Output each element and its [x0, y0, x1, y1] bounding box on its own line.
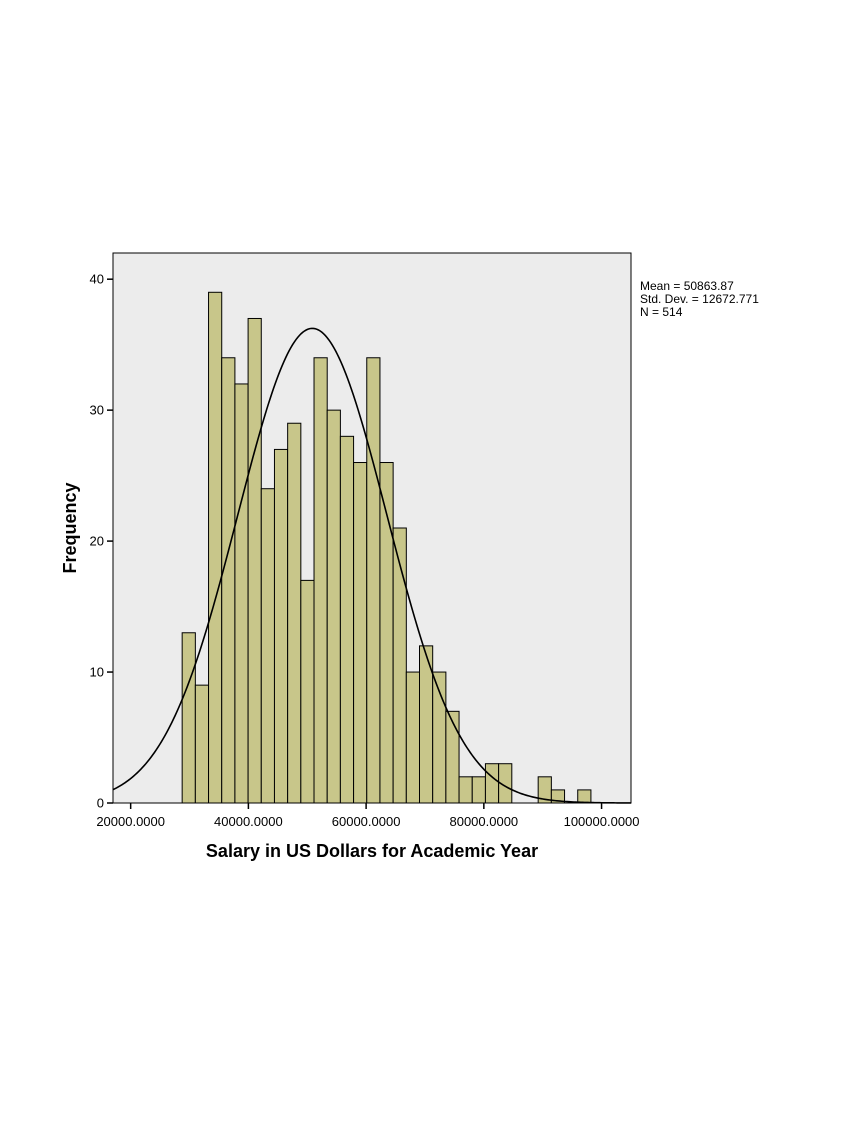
histogram-bar: [326, 409, 341, 804]
x-tick-label: 60000.0000: [332, 814, 401, 829]
histogram-bar: [353, 462, 368, 804]
histogram-bar: [366, 357, 381, 804]
histogram-bar: [458, 776, 473, 804]
x-tick-label: 20000.0000: [96, 814, 165, 829]
histogram-bar: [181, 632, 196, 804]
x-tick-label: 80000.0000: [449, 814, 518, 829]
x-tick-label: 100000.0000: [564, 814, 640, 829]
histogram-bar: [260, 488, 275, 804]
y-tick-label: 0: [97, 796, 104, 811]
histogram-bar: [339, 435, 355, 804]
histogram-bar: [287, 422, 302, 804]
histogram-bar: [194, 684, 210, 804]
histogram-bar: [498, 763, 513, 804]
histogram-bar: [208, 291, 223, 804]
x-tick-label: 40000.0000: [214, 814, 283, 829]
stats-mean: Mean = 50863.87: [640, 279, 734, 293]
x-axis-title: Salary in US Dollars for Academic Year: [206, 841, 538, 861]
normal-curve: [112, 327, 632, 804]
histogram-bar: [445, 710, 460, 804]
y-tick-label: 10: [90, 665, 104, 680]
histogram-bar: [405, 671, 421, 804]
histogram-bar: [247, 317, 262, 804]
stats-n: N = 514: [640, 305, 683, 319]
histogram-bar: [484, 763, 500, 804]
y-axis-title: Frequency: [60, 482, 80, 573]
histogram-bar: [392, 527, 407, 804]
histogram-bar: [577, 789, 592, 804]
y-tick-label: 40: [90, 272, 104, 287]
histogram-bar: [300, 579, 315, 804]
histogram-bar: [471, 776, 486, 804]
stats-std-dev: Std. Dev. = 12672.771: [640, 292, 759, 306]
histogram-bar: [550, 789, 566, 804]
histogram-bar: [313, 357, 328, 804]
x-axis: 20000.0000 40000.0000 60000.0000 80000.0000…: [96, 803, 640, 829]
y-tick-label: 30: [90, 403, 104, 418]
y-tick-label: 20: [90, 534, 104, 549]
y-axis: 0 10 20 30 40: [90, 272, 113, 811]
histogram-bar: [221, 357, 236, 804]
histogram-bar: [273, 448, 289, 804]
histogram-bar: [234, 383, 249, 804]
